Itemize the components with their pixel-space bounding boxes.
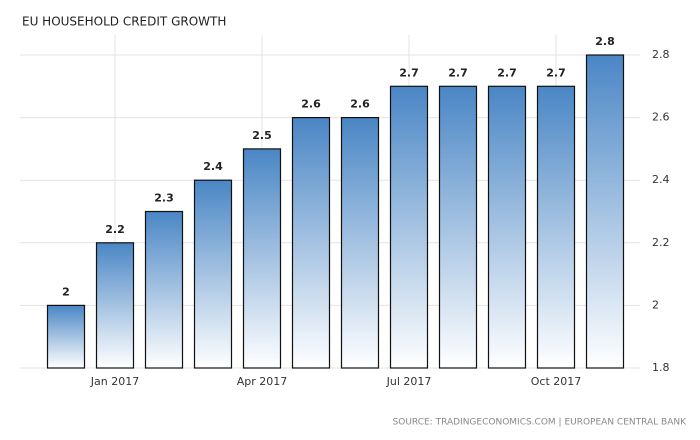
- bar: [585, 54, 625, 369]
- bar: [46, 304, 86, 369]
- x-tick-label: Apr 2017: [237, 375, 288, 388]
- bar: [242, 148, 282, 369]
- value-label: 2.7: [546, 66, 566, 79]
- y-tick-label: 2.6: [652, 111, 670, 124]
- y-tick-label: 2.8: [652, 48, 670, 61]
- bar: [438, 85, 478, 369]
- source: SOURCE: TRADINGECONOMICS.COM | EUROPEAN …: [393, 418, 688, 428]
- bar: [144, 210, 184, 369]
- value-label: 2.7: [497, 66, 517, 79]
- value-label: 2.3: [154, 192, 174, 205]
- value-label: 2.8: [595, 35, 615, 48]
- bar: [536, 85, 576, 369]
- bar: [193, 179, 233, 369]
- bar: [340, 116, 380, 369]
- bar: [389, 85, 429, 369]
- y-tick-label: 1.8: [652, 361, 670, 374]
- x-tick-label: Oct 2017: [531, 375, 582, 388]
- y-tick-label: 2.2: [652, 236, 670, 249]
- value-label: 2.4: [203, 160, 223, 173]
- value-label: 2.2: [105, 223, 125, 236]
- y-tick-label: 2: [652, 298, 659, 311]
- chart-title: EU HOUSEHOLD CREDIT GROWTH: [22, 15, 226, 29]
- bar: [291, 116, 331, 369]
- value-label: 2.6: [301, 98, 321, 111]
- value-label: 2: [62, 285, 70, 298]
- value-label: 2.5: [252, 129, 272, 142]
- bar: [487, 85, 527, 369]
- value-label: 2.7: [399, 66, 419, 79]
- x-tick-label: Jan 2017: [90, 375, 139, 388]
- value-label: 2.7: [448, 66, 468, 79]
- bar: [95, 242, 135, 369]
- y-tick-label: 2.4: [652, 173, 670, 186]
- x-tick-label: Jul 2017: [386, 375, 432, 388]
- value-label: 2.6: [350, 98, 370, 111]
